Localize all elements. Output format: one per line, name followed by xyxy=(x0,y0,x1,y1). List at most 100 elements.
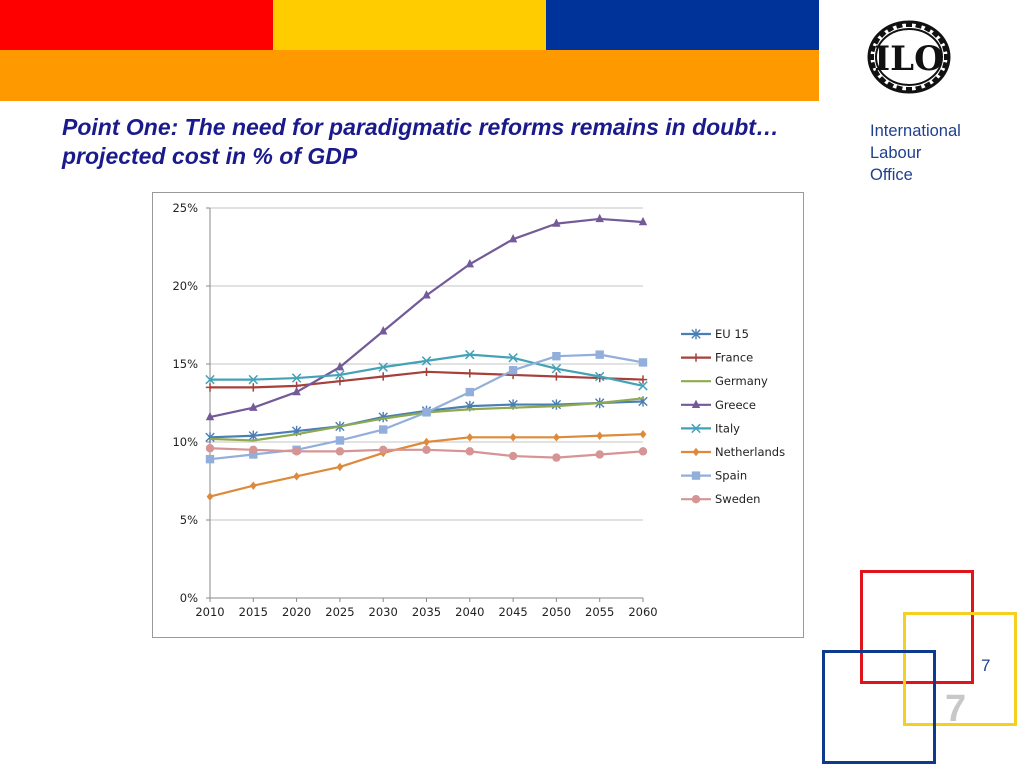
data-point-greece xyxy=(335,361,345,371)
data-point-eu-15 xyxy=(248,430,258,441)
header-bar-orange xyxy=(0,50,819,101)
data-point-sweden xyxy=(335,447,345,456)
x-tick-label: 2010 xyxy=(195,605,224,619)
chart-area: 0% 5% 10% 15% 20% 25% 2010 2015 2020 2025 2030 2035… xyxy=(152,192,804,638)
legend-label-germany: Germany xyxy=(715,374,768,388)
y-tick-label: 0% xyxy=(180,591,198,605)
legend-label-spain: Spain xyxy=(715,469,747,483)
data-point-italy xyxy=(465,349,475,360)
x-tick-label: 2015 xyxy=(239,605,268,619)
page-number: 7 xyxy=(981,656,991,675)
legend-marker-italy xyxy=(691,423,701,434)
x-tick-label: 2030 xyxy=(369,605,398,619)
data-point-greece xyxy=(595,213,604,223)
line-chart: 0% 5% 10% 15% 20% 25% 2010 2015 2020 2025 2030 2035… xyxy=(172,201,785,619)
ilo-logo-icon: ILO xyxy=(867,20,951,94)
data-point-italy xyxy=(335,370,345,380)
data-point-sweden xyxy=(379,445,388,454)
data-point-spain xyxy=(249,450,258,459)
data-point-france xyxy=(465,369,474,378)
data-point-sweden xyxy=(465,447,474,456)
data-point-spain xyxy=(465,387,474,397)
data-point-greece xyxy=(422,290,431,299)
org-line-1: International xyxy=(870,122,961,140)
legend-marker-eu-15 xyxy=(691,328,701,340)
y-tick-label: 5% xyxy=(180,513,198,527)
x-tick-label: 2060 xyxy=(628,605,657,619)
data-point-sweden xyxy=(205,444,215,453)
data-point-spain xyxy=(508,366,518,375)
data-point-sweden xyxy=(638,447,648,456)
x-tick-label: 2055 xyxy=(585,605,614,619)
x-tick-label: 2040 xyxy=(455,605,484,619)
data-point-spain xyxy=(422,408,431,417)
legend-label-france: France xyxy=(715,351,753,365)
data-point-france xyxy=(379,372,388,381)
logo-text: ILO xyxy=(874,39,943,79)
legend-marker-netherlands xyxy=(692,447,700,457)
data-point-france xyxy=(552,372,561,381)
data-point-greece xyxy=(249,402,258,411)
decor-square-blue xyxy=(822,650,936,764)
data-point-spain xyxy=(552,352,561,361)
data-point-sweden xyxy=(249,445,258,454)
data-point-italy xyxy=(421,356,432,366)
data-point-greece xyxy=(292,386,301,396)
y-tick-label: 15% xyxy=(172,357,198,371)
header-bar-yellow xyxy=(273,0,546,50)
x-tick-label: 2045 xyxy=(498,605,527,619)
data-point-netherlands xyxy=(293,472,300,481)
data-point-netherlands xyxy=(639,430,647,439)
legend-label-netherlands: Netherlands xyxy=(715,445,785,459)
x-tick-label: 2020 xyxy=(282,605,311,619)
data-point-sweden xyxy=(422,445,431,454)
legend-label-sweden: Sweden xyxy=(715,492,760,506)
legend-label-greece: Greece xyxy=(715,398,756,412)
header-bar-blue xyxy=(546,0,819,50)
data-point-italy xyxy=(594,371,605,382)
decor-square-yellow xyxy=(903,612,1017,726)
page-number-watermark: 7 xyxy=(945,688,967,730)
legend-marker-spain xyxy=(691,471,701,480)
data-point-netherlands xyxy=(249,481,257,490)
data-point-netherlands xyxy=(423,437,430,447)
data-point-sweden xyxy=(292,447,301,456)
header-bar-red xyxy=(0,0,273,50)
data-point-spain xyxy=(379,425,388,434)
data-point-netherlands xyxy=(596,431,604,440)
data-point-netherlands xyxy=(336,462,344,472)
data-point-italy xyxy=(205,374,215,385)
data-point-netherlands xyxy=(553,433,560,442)
organization-name: International Labour Office xyxy=(870,120,961,186)
data-point-greece xyxy=(638,216,648,226)
data-point-spain xyxy=(205,454,215,464)
data-point-greece xyxy=(508,234,518,243)
data-point-sweden xyxy=(552,453,561,462)
data-point-greece xyxy=(205,411,215,421)
data-point-italy xyxy=(248,374,259,385)
legend-label-italy: Italy xyxy=(715,421,740,435)
y-tick-label: 25% xyxy=(172,201,198,215)
data-point-sweden xyxy=(595,450,604,459)
data-point-france xyxy=(638,375,648,384)
data-point-spain xyxy=(595,350,604,359)
legend-marker-greece xyxy=(691,399,701,408)
data-point-greece xyxy=(465,258,474,268)
legend-label-eu-15: EU 15 xyxy=(715,327,749,341)
data-point-greece xyxy=(552,218,561,227)
slide-title: Point One: The need for paradigmatic ref… xyxy=(62,114,779,169)
org-line-2: Labour xyxy=(870,144,922,162)
decor-square-red xyxy=(860,570,974,684)
data-point-greece xyxy=(379,326,388,335)
org-line-3: Office xyxy=(870,166,913,184)
data-point-spain xyxy=(335,436,345,445)
data-point-france xyxy=(249,383,258,392)
x-tick-label: 2050 xyxy=(542,605,571,619)
legend-marker-sweden xyxy=(691,495,701,504)
legend-marker-france xyxy=(691,353,701,362)
data-point-netherlands xyxy=(206,492,214,501)
data-point-italy xyxy=(508,353,518,363)
y-tick-label: 10% xyxy=(172,435,198,449)
x-tick-label: 2035 xyxy=(412,605,441,619)
data-point-italy xyxy=(638,381,648,391)
